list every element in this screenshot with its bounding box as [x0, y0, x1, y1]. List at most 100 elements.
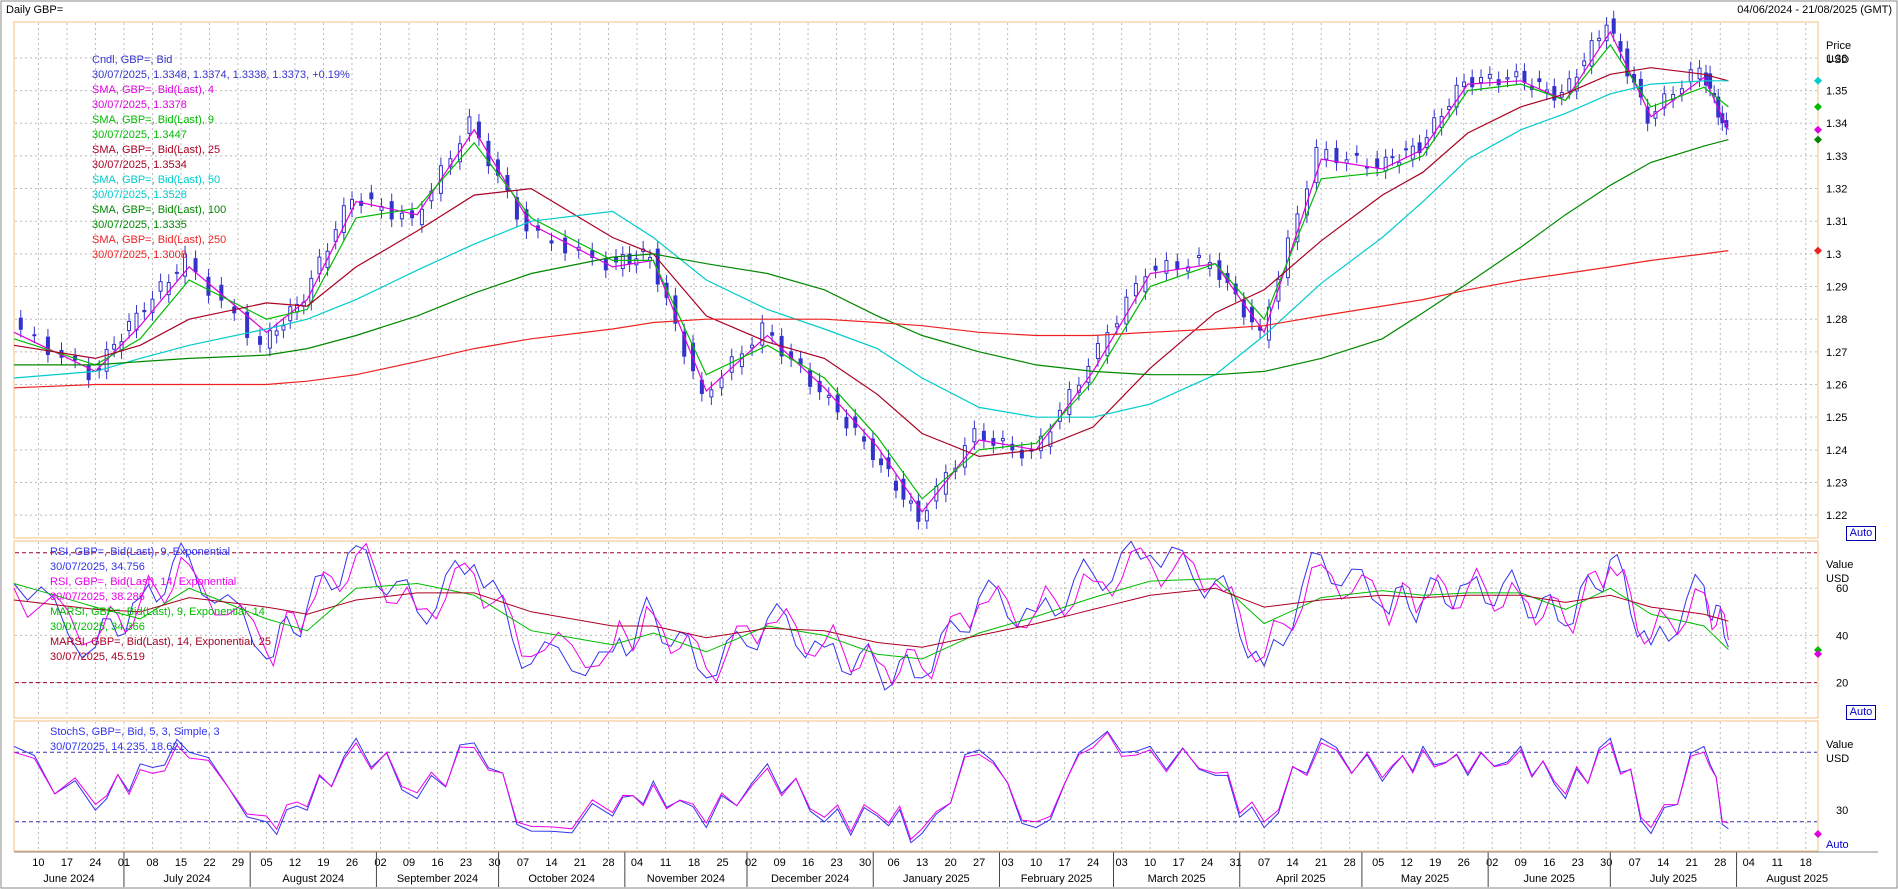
x-day-label: 14	[1287, 857, 1299, 869]
rsi-axis-unit: USD	[1826, 573, 1849, 585]
x-day-label: 21	[1315, 857, 1327, 869]
candle-body	[341, 205, 346, 233]
candle-body	[924, 510, 929, 522]
price-legend-value: 30/07/2025, 1.3335	[92, 219, 187, 231]
x-month-label: July 2024	[164, 873, 211, 885]
stoch-auto-label: Auto	[1826, 839, 1849, 851]
candle-body	[1354, 152, 1359, 156]
x-day-label: 10	[1030, 857, 1042, 869]
candle-body	[1164, 260, 1169, 274]
candle-body	[1383, 156, 1388, 172]
candle-body	[893, 480, 898, 491]
price-y-tick-label: 1.23	[1826, 477, 1847, 489]
price-panel-frame	[13, 21, 1819, 539]
candle-body	[870, 438, 875, 461]
price-edge-marker	[1814, 246, 1822, 255]
candle-body	[1514, 71, 1519, 78]
candle-body	[549, 240, 554, 244]
price-legend: Cndl, GBP=, Bid 30/07/2025, 1.3348, 1.337…	[92, 53, 350, 263]
rsi-y-tick-label: 60	[1836, 583, 1848, 595]
x-day-label: 13	[916, 857, 928, 869]
candle-body	[1010, 443, 1015, 451]
candle-body	[1019, 449, 1024, 459]
candle-body	[1417, 142, 1422, 154]
x-day-label: 09	[403, 857, 415, 869]
x-day-label: 16	[1543, 857, 1555, 869]
x-month-label: January 2025	[903, 873, 970, 885]
price-legend-name: Cndl, GBP=, Bid	[92, 54, 173, 66]
candle-body	[1133, 283, 1138, 297]
candle-body	[32, 334, 37, 337]
x-day-label: 16	[431, 857, 443, 869]
x-day-label: 06	[887, 857, 899, 869]
x-day-label: 10	[32, 857, 44, 869]
candle-body	[1447, 106, 1452, 111]
stoch-edge-marker	[1814, 830, 1822, 838]
x-day-label: 02	[374, 857, 386, 869]
candle-body	[158, 281, 163, 292]
candle-body	[45, 336, 50, 356]
candle-body	[1334, 147, 1339, 164]
candle-body	[1552, 86, 1557, 101]
x-day-label: 22	[203, 857, 215, 869]
price-auto-button[interactable]: Auto	[1846, 526, 1876, 541]
x-month-label: September 2024	[397, 873, 478, 885]
sma-line-2	[13, 43, 1729, 500]
rsi-legend-name: MARSI, GBP=, Bid(Last), 14, Exponential,…	[50, 636, 272, 648]
x-month-label: July 2025	[1650, 873, 1697, 885]
candle-body	[1314, 146, 1319, 184]
candle-body	[972, 428, 977, 443]
price-y-tick-label: 1.32	[1826, 184, 1847, 196]
x-day-label: 23	[460, 857, 472, 869]
x-day-label: 17	[1059, 857, 1071, 869]
sma-line-3	[13, 67, 1729, 458]
candle-body	[112, 343, 117, 350]
x-day-label: 24	[89, 857, 101, 869]
x-month-label: October 2024	[528, 873, 595, 885]
x-day-label: 24	[1087, 857, 1099, 869]
candle-body	[1505, 77, 1510, 80]
x-day-label: 26	[346, 857, 358, 869]
candle-body	[1462, 81, 1467, 87]
rsi-auto-button[interactable]: Auto	[1846, 705, 1876, 720]
candle-body	[399, 212, 404, 220]
candle-body	[86, 365, 91, 381]
price-legend-value: 30/07/2025, 1.3447	[92, 129, 187, 141]
x-day-label: 27	[973, 857, 985, 869]
x-day-label: 17	[61, 857, 73, 869]
rsi-series-line-1	[13, 542, 1729, 687]
price-y-tick-label: 1.36	[1826, 53, 1847, 65]
rsi-edge-marker	[1814, 650, 1822, 658]
x-day-label: 14	[1657, 857, 1669, 869]
x-day-label: 23	[830, 857, 842, 869]
x-day-label: 11	[1772, 857, 1783, 869]
x-month-label: June 2024	[43, 873, 94, 885]
price-legend-name: SMA, GBP=, Bid(Last), 250	[92, 234, 227, 246]
price-y-tick-label: 1.24	[1826, 445, 1847, 457]
candle-body	[1567, 78, 1572, 92]
x-day-label: 29	[232, 857, 244, 869]
candle-body	[1324, 148, 1329, 160]
x-day-label: 14	[545, 857, 557, 869]
x-day-label: 11	[660, 857, 671, 869]
x-day-label: 21	[1686, 857, 1698, 869]
candle-body	[1724, 120, 1729, 128]
candle-body	[127, 320, 132, 332]
candle-body	[174, 271, 179, 274]
rsi-legend-value: 30/07/2025, 34.366	[50, 621, 145, 633]
x-day-label: 07	[1258, 857, 1270, 869]
price-y-tick-label: 1.26	[1826, 380, 1847, 392]
price-legend-name: SMA, GBP=, Bid(Last), 4	[92, 84, 214, 96]
x-day-label: 12	[289, 857, 301, 869]
price-y-tick-label: 1.22	[1826, 510, 1847, 522]
candle-body	[1241, 299, 1246, 318]
candle-body	[750, 344, 755, 349]
candle-body	[1537, 78, 1542, 83]
candle-body	[1487, 73, 1492, 79]
stoch-series-line-0	[13, 730, 1729, 844]
sma-line-6	[13, 250, 1729, 389]
rsi-y-tick-label: 20	[1836, 678, 1848, 690]
candle-body	[166, 281, 171, 296]
price-legend-name: SMA, GBP=, Bid(Last), 9	[92, 114, 214, 126]
